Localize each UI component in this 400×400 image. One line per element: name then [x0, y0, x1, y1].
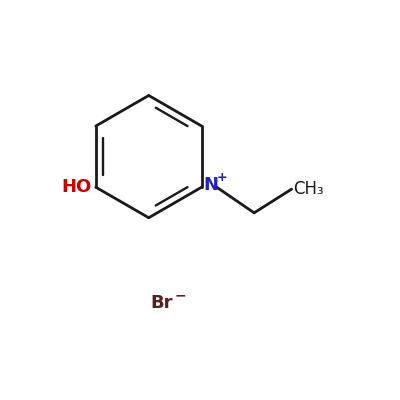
- Text: +: +: [217, 171, 227, 184]
- Text: Br: Br: [150, 294, 172, 312]
- Text: N: N: [204, 176, 219, 194]
- Text: HO: HO: [62, 178, 92, 196]
- Text: CH₃: CH₃: [294, 180, 324, 198]
- Text: −: −: [174, 288, 186, 302]
